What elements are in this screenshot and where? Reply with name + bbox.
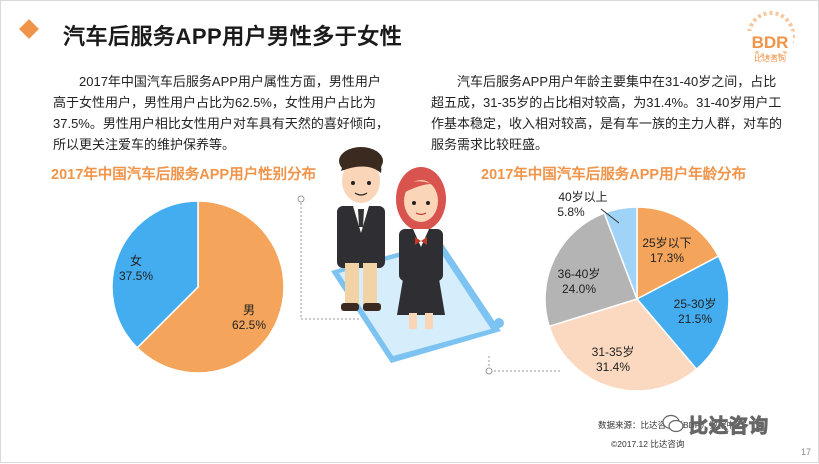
bdr-logo: BDR 比达咨询 (747, 11, 795, 63)
connector-lines (300, 199, 561, 372)
logo-text: BDR (752, 33, 789, 52)
slice-value-31-35: 31.4% (596, 360, 630, 374)
page-title: 汽车后服务APP用户男性多于女性 (63, 24, 403, 49)
pie-slice-male (136, 200, 285, 374)
gender-pie-chart (111, 200, 285, 374)
woman-illustration (396, 167, 446, 329)
gender-chart-title: 2017年中国汽车后服务APP用户性别分布 (51, 167, 317, 183)
slice-label-under-25: 25岁以下 (642, 235, 691, 250)
slice-label-25-30: 25-30岁 (674, 296, 717, 311)
slice-value-under-25: 17.3% (650, 251, 684, 265)
slice-label-over-40: 40岁以上 (558, 189, 607, 204)
pie-slice-25-30 (635, 255, 730, 371)
slice-label-female: 女 (130, 253, 142, 268)
age-description: 汽车后服务APP用户年龄主要集中在31-40岁之间，占比超五成，31-35岁的占… (431, 74, 783, 152)
slice-label-male: 男 (243, 303, 255, 317)
gender-description: 2017年中国汽车后服务APP用户属性方面，男性用户高于女性用户，男性用户占比为… (53, 74, 389, 152)
pie-slice-female (111, 200, 199, 349)
slice-value-male: 62.5% (232, 318, 266, 332)
pie-slice-36-40 (544, 212, 638, 328)
age-pie-chart (544, 206, 730, 392)
slice-label-31-35: 31-35岁 (592, 344, 635, 359)
title-diamond-icon (19, 19, 39, 39)
connector-dot-right (485, 367, 493, 375)
leader-line-over-40 (600, 208, 620, 224)
slice-value-36-40: 24.0% (562, 282, 596, 296)
slice-value-over-40: 5.8% (557, 205, 585, 219)
wechat-icon (662, 414, 684, 433)
slice-value-25-30: 21.5% (678, 312, 712, 326)
page-number: 17 (801, 447, 812, 457)
logo-subtext: 比达咨询 (754, 53, 786, 63)
connector-dot-left (297, 195, 305, 203)
pie-slice-31-35 (548, 298, 698, 392)
age-chart-title: 2017年中国汽车后服务APP用户年龄分布 (481, 167, 747, 183)
watermark: 比达咨询 (688, 416, 770, 438)
slice-label-36-40: 36-40岁 (558, 266, 601, 281)
footer-copyright: ©2017.12 比达咨询 (611, 439, 685, 449)
pie-slice-under-25 (636, 206, 720, 301)
man-illustration (337, 147, 385, 311)
pie-slice-over-40 (603, 206, 638, 300)
slice-value-female: 37.5% (119, 269, 153, 283)
